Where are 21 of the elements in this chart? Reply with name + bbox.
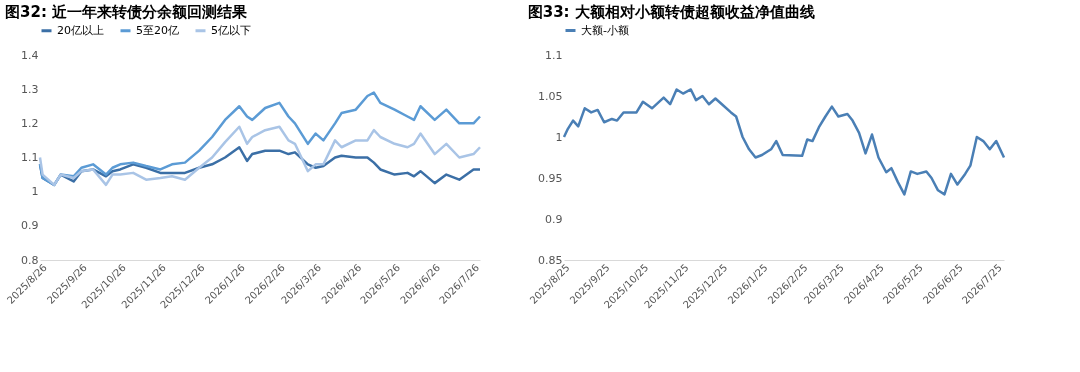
y-tick-label: 0.9 [21, 219, 39, 233]
y-tick-label: 1 [555, 130, 563, 144]
chart-title: 图32: 近一年来转债分余额回测结果 [5, 3, 249, 21]
line-series [562, 88, 1006, 196]
y-tick-label: 0.9 [545, 212, 563, 226]
legend-label: 大额-小额 [581, 23, 629, 37]
y-tick-label: 1.1 [21, 151, 39, 164]
line-series [38, 91, 482, 187]
y-tick-label: 0.95 [538, 171, 563, 185]
y-tick-label: 1.4 [21, 48, 39, 62]
y-tick-label: 1.3 [21, 82, 39, 96]
line-series [38, 125, 482, 187]
y-tick-label: 1 [31, 185, 39, 199]
y-tick-label: 1.1 [545, 48, 563, 62]
y-tick-label: 1.2 [21, 116, 39, 130]
legend-label: 5亿以下 [211, 23, 251, 37]
y-tick-label: 1.05 [538, 89, 563, 103]
chart-title: 图33: 大额相对小额转债超额收益净值曲线 [527, 3, 815, 21]
legend-label: 20亿以上 [57, 23, 104, 37]
y-tick-label: 0.8 [21, 253, 39, 267]
legend-label: 5至20亿 [136, 23, 179, 37]
